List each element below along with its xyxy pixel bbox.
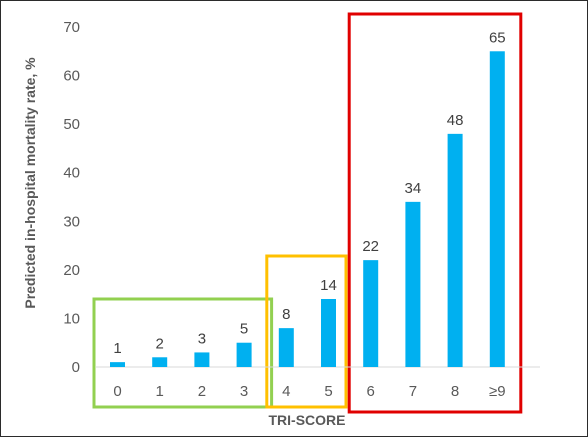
x-axis-title: TRI-SCORE	[269, 412, 346, 428]
data-label: 22	[362, 238, 379, 255]
y-axis-ticks: 0 10 20 30 40 50 60 70	[63, 19, 80, 376]
y-tick-label: 40	[63, 165, 80, 182]
y-tick-label: 30	[63, 213, 80, 230]
group-box	[265, 254, 348, 409]
x-tick-label: 1	[156, 383, 164, 400]
bar	[405, 201, 421, 367]
data-label: 14	[320, 277, 337, 294]
data-label: 2	[156, 335, 164, 352]
x-tick-label: 0	[113, 383, 121, 400]
x-tick-label: 2	[198, 383, 206, 400]
bar	[321, 299, 336, 367]
y-tick-label: 70	[63, 19, 80, 36]
data-label: 65	[489, 29, 506, 46]
bar	[236, 342, 252, 367]
y-tick-label: 20	[63, 262, 80, 279]
data-label: 1	[113, 340, 121, 357]
x-tick-label: 7	[409, 383, 417, 400]
x-tick-label: 4	[282, 383, 290, 400]
data-label: 8	[282, 306, 290, 323]
bar	[447, 133, 463, 367]
y-tick-label: 50	[63, 116, 80, 133]
y-tick-label: 60	[63, 68, 80, 85]
x-tick-label: 6	[367, 383, 375, 400]
data-label: 48	[447, 112, 464, 129]
data-label: 34	[405, 180, 422, 197]
bars	[110, 51, 505, 368]
y-tick-label: 0	[72, 359, 80, 376]
group-box	[347, 12, 523, 414]
data-label: 3	[198, 330, 206, 347]
data-label: 5	[240, 321, 248, 338]
group-box	[92, 297, 274, 409]
data-labels: 1 2 3 5 8 14 22 34 48 65	[113, 29, 505, 357]
bar	[363, 260, 379, 367]
y-tick-label: 10	[63, 310, 80, 327]
x-tick-label: 8	[451, 383, 459, 400]
bar	[489, 51, 505, 368]
x-tick-label: 3	[240, 383, 248, 400]
bar	[194, 352, 210, 367]
x-tick-label: 5	[324, 383, 332, 400]
bar	[110, 362, 125, 367]
bar	[152, 357, 168, 367]
group-boxes	[92, 12, 523, 414]
x-axis-ticks: 0 1 2 3 4 5 6 7 8 ≥9	[113, 383, 505, 400]
x-tick-label: ≥9	[489, 383, 506, 400]
y-axis-title: Predicted in-hospital mortality rate, %	[22, 57, 38, 309]
bar	[278, 328, 294, 367]
